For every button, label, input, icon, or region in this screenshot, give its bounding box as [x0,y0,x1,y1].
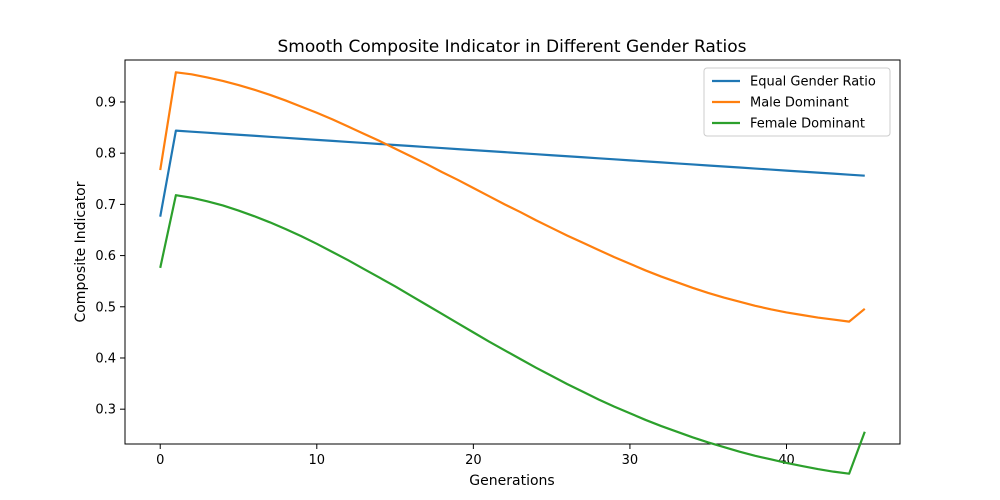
legend-box [703,67,891,137]
chart-title: Smooth Composite Indicator in Different … [277,37,746,57]
y-tick-label: 0.4 [95,351,116,366]
series-lines [159,71,866,475]
y-tick-label: 0.3 [95,403,116,418]
series-line-2 [159,194,866,475]
y-axis: 0.3 0.4 0.5 0.6 0.7 0.8 0.9 [95,95,125,418]
y-axis-title: Composite Indicator [73,181,89,322]
y-tick-label: 0.6 [95,249,116,264]
x-axis: 0 10 20 30 40 [156,444,795,468]
legend-label-2: Female Dominant [750,117,865,132]
plot-area [124,59,901,445]
x-tick-label: 30 [622,453,639,468]
series-line-1 [159,71,866,323]
legend-label-1: Male Dominant [750,96,849,111]
y-tick-label: 0.9 [95,95,116,110]
x-tick-label: 20 [465,453,482,468]
x-axis-title: Generations [469,473,554,489]
legend: Equal Gender Ratio Male Dominant Female Do… [703,67,891,137]
y-tick-label: 0.5 [95,300,116,315]
y-tick-label: 0.8 [95,147,116,162]
x-tick-label: 0 [156,453,164,468]
x-tick-label: 10 [309,453,326,468]
legend-label-0: Equal Gender Ratio [750,75,876,90]
series-line-0 [159,129,865,217]
y-tick-label: 0.7 [95,198,116,213]
